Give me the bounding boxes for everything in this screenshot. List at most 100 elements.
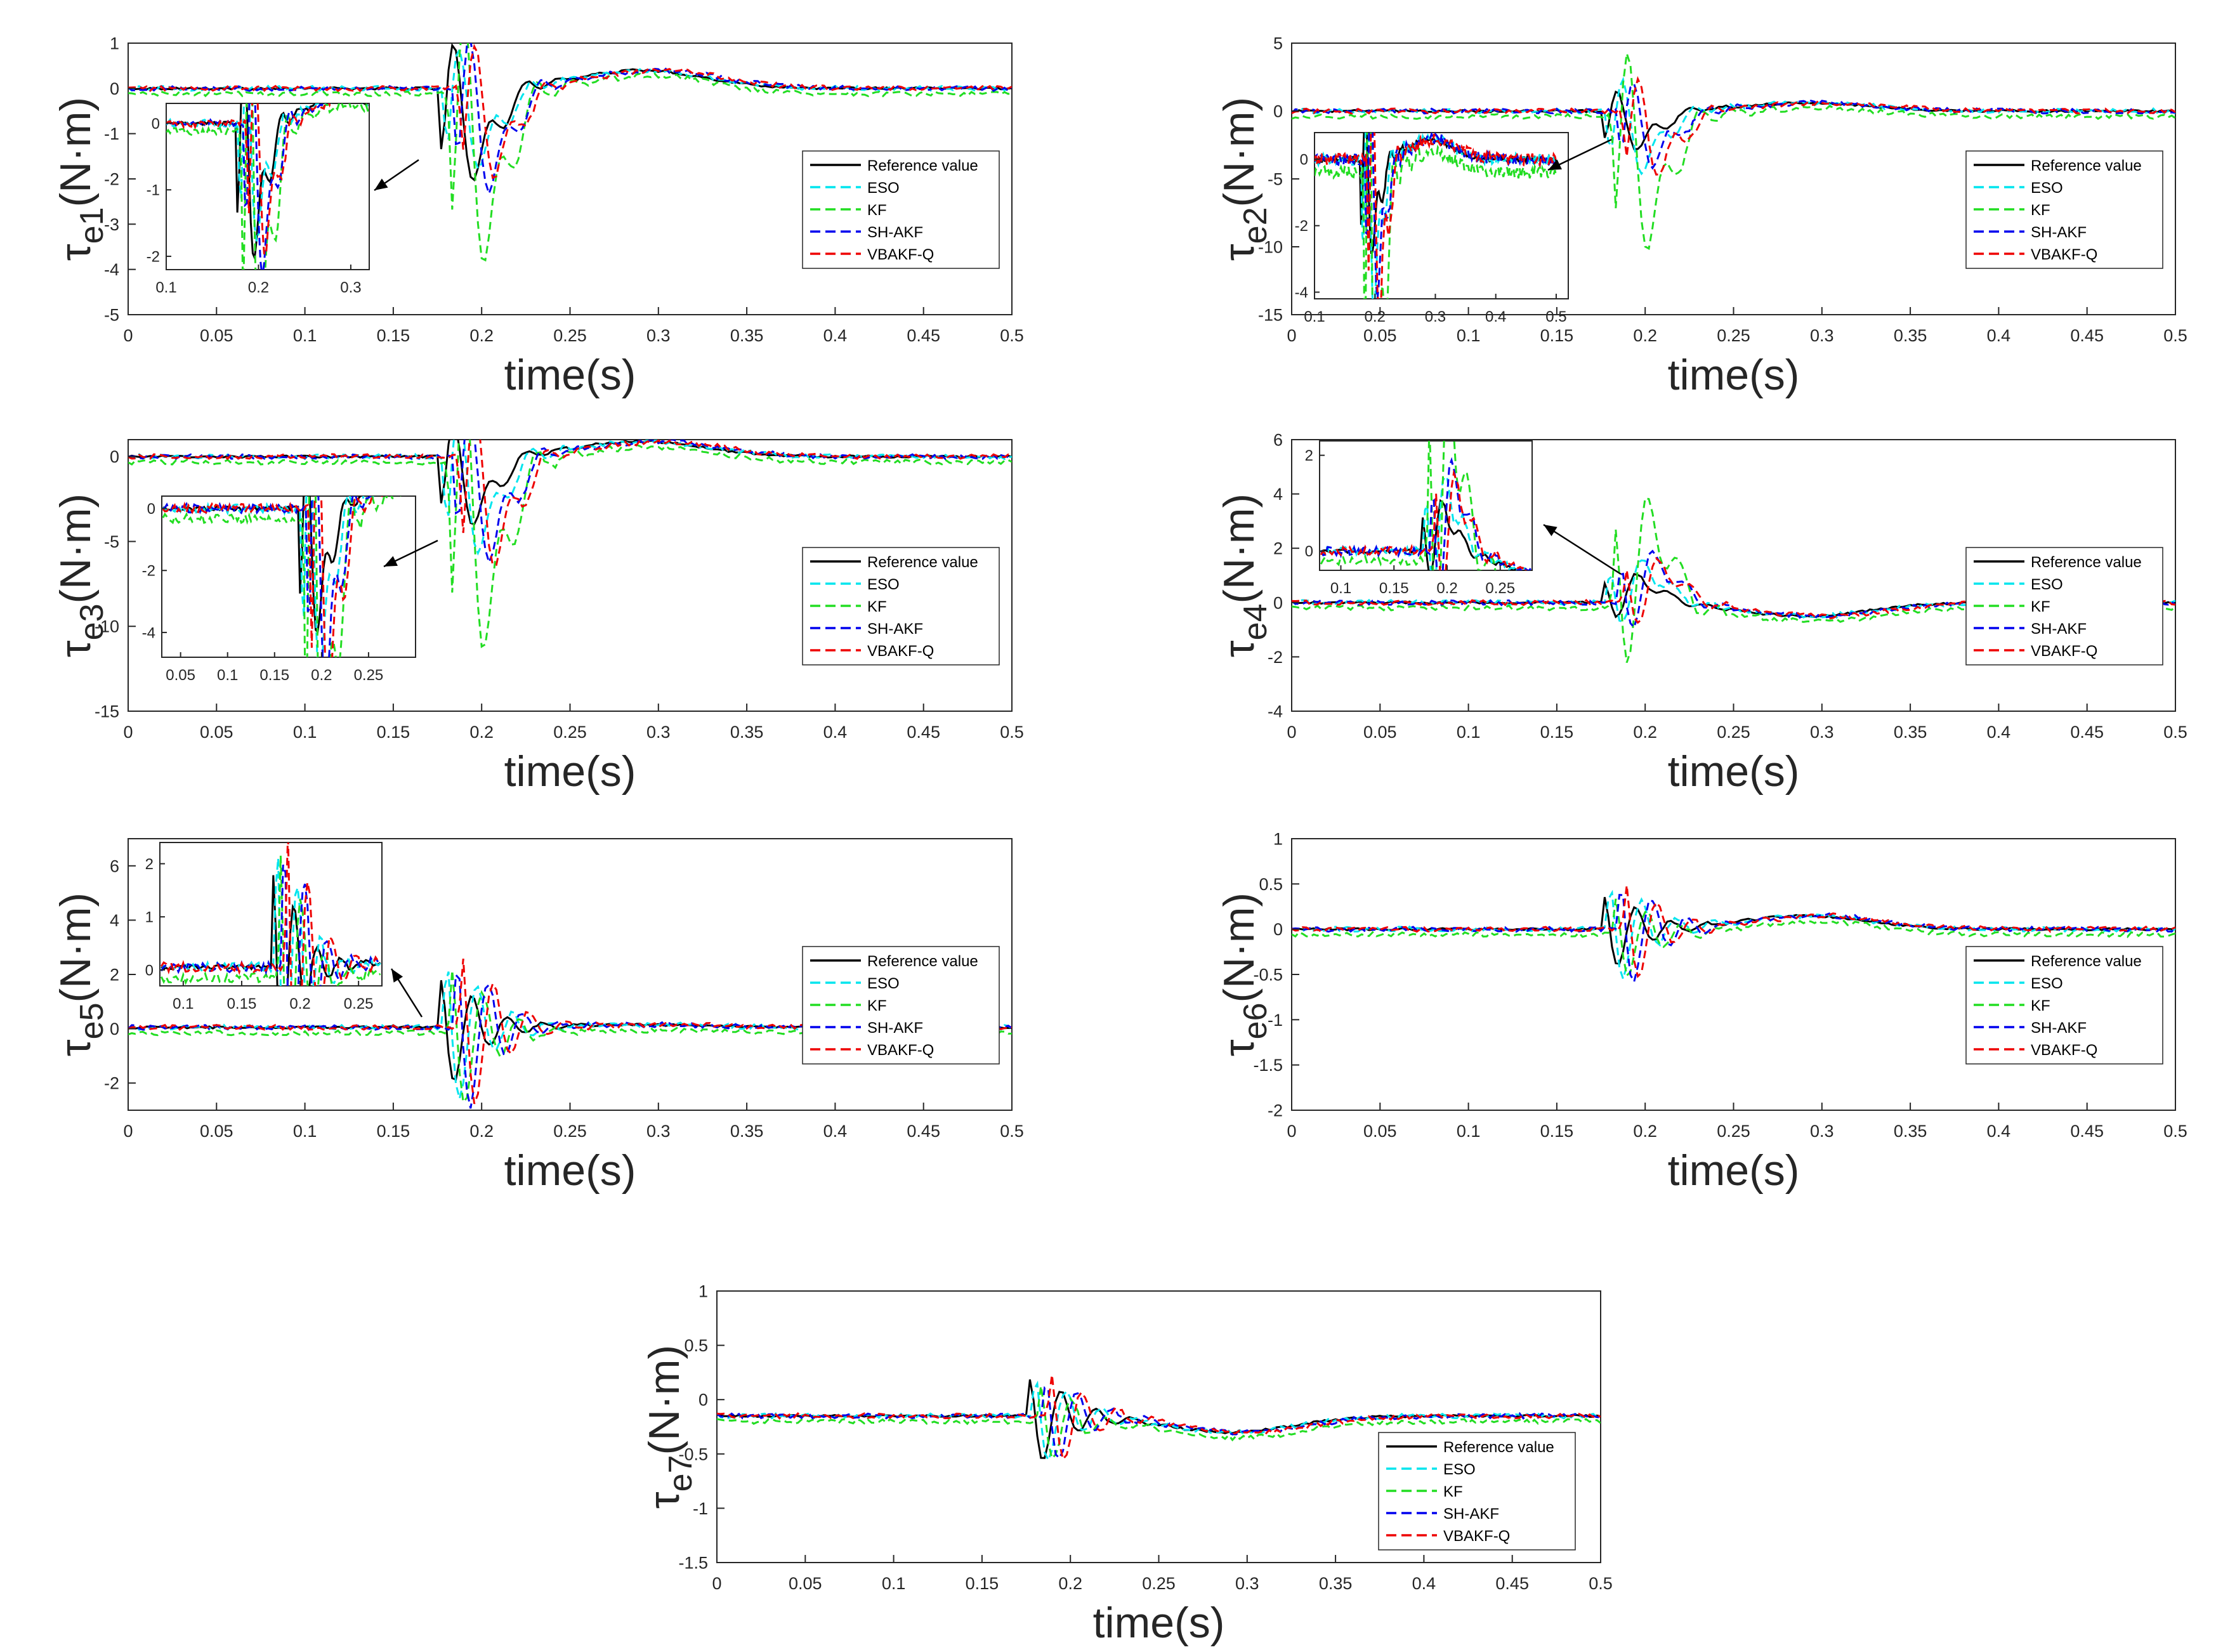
- y-axis-label-subscript: e2: [1237, 207, 1274, 244]
- x-tick-label: 0.4: [823, 326, 848, 345]
- series-line-kf: [1320, 441, 1517, 570]
- x-tick-label: 0.1: [293, 326, 317, 345]
- x-tick-label: 0.25: [553, 1122, 587, 1141]
- y-axis-label: τe1(N·m): [51, 97, 110, 261]
- y-tick-label: 1: [1273, 829, 1283, 848]
- series-line-eso: [1292, 889, 2175, 982]
- x-tick-label: 0.2: [1633, 723, 1657, 742]
- x-axis-label: time(s): [1668, 351, 1800, 399]
- x-tick-label: 0: [1287, 1122, 1296, 1141]
- x-tick-label: 0.1: [882, 1574, 906, 1593]
- x-tick-label: 0.1: [1457, 1122, 1481, 1141]
- x-tick-label: 0: [1287, 723, 1296, 742]
- legend: Reference value ESO KF SH-AKF VBAKF-Q: [1965, 547, 2163, 665]
- y-tick-label: 0: [110, 1019, 119, 1039]
- series-line-sh-akf: [166, 103, 334, 270]
- legend-label-eso: ESO: [1443, 1461, 1476, 1478]
- legend-label-eso: ESO: [867, 975, 900, 992]
- y-tick-label: -1.5: [678, 1553, 708, 1572]
- series-line-sh-akf: [1292, 549, 2175, 630]
- x-tick-label: 0.45: [907, 326, 940, 345]
- y-tick-label: -4: [1295, 284, 1308, 301]
- x-tick-label: 0.2: [311, 667, 332, 684]
- x-tick-label: 0.15: [966, 1574, 999, 1593]
- inset-te1: 0.1 0.2 0.3 0 -1 -2: [147, 103, 419, 296]
- x-tick-label: 0.4: [823, 1122, 848, 1141]
- x-tick-label: 0.1: [173, 995, 193, 1013]
- y-tick-label: 0: [110, 79, 119, 98]
- x-tick-label: 0.05: [1363, 723, 1397, 742]
- x-tick-label: 0.25: [553, 723, 587, 742]
- legend-label-kf: KF: [867, 997, 887, 1014]
- x-tick-label: 0.35: [730, 326, 764, 345]
- x-tick-label: 0.2: [1058, 1574, 1082, 1593]
- x-tick-label: 0.15: [1540, 1122, 1574, 1141]
- y-tick-label: -0.5: [1253, 965, 1283, 984]
- legend-label-sh-akf: SH-AKF: [1443, 1505, 1499, 1523]
- inset-arrow-head: [384, 556, 398, 567]
- x-tick-label: 0.2: [289, 995, 310, 1013]
- y-tick-label: 0: [110, 447, 119, 466]
- y-tick-label: -1.5: [1253, 1056, 1283, 1075]
- x-tick-label: 0.05: [200, 723, 233, 742]
- x-tick-label: 0.2: [1436, 580, 1457, 597]
- y-axis-label-symbol: τ: [51, 244, 100, 261]
- y-axis-label-unit: (N·m): [51, 494, 100, 604]
- x-tick-label: 0.35: [1319, 1574, 1353, 1593]
- x-tick-label: 0.3: [1810, 1122, 1834, 1141]
- y-axis-label: τe3(N·m): [51, 494, 110, 657]
- y-axis-label-subscript: e4: [1237, 603, 1274, 640]
- legend-label-reference-value: Reference value: [2031, 554, 2142, 571]
- chart-te6: 0 0.05 0.1 0.15 0.2 0.25 0.3 0.35 0.4 0.45 0.5 1 0.5…: [1215, 829, 2187, 1195]
- y-tick-label: 0: [1305, 543, 1313, 560]
- y-tick-label: 4: [1273, 485, 1283, 504]
- x-tick-label: 0.3: [646, 1122, 671, 1141]
- x-tick-label: 0.05: [200, 1122, 233, 1141]
- y-tick-label: 0: [1273, 102, 1283, 121]
- y-tick-label: -15: [1258, 305, 1283, 324]
- legend-label-kf: KF: [867, 598, 887, 615]
- y-axis-label-unit: (N·m): [51, 97, 100, 207]
- x-tick-label: 0.15: [259, 667, 289, 684]
- legend-label-sh-akf: SH-AKF: [867, 224, 923, 241]
- x-tick-label: 0.5: [1545, 308, 1566, 325]
- x-tick-label: 0.45: [2070, 723, 2104, 742]
- y-tick-label: -2: [1295, 218, 1308, 235]
- y-tick-label: 0: [152, 115, 160, 133]
- series-line-vbakf-q: [1292, 885, 2175, 978]
- x-tick-label: 0.25: [553, 326, 587, 345]
- series-line-kf: [1315, 133, 1557, 299]
- y-axis-label: τe2(N·m): [1215, 97, 1274, 261]
- x-tick-label: 0.35: [1894, 1122, 1927, 1141]
- y-tick-label: 0: [145, 962, 154, 979]
- y-tick-label: -4: [104, 260, 119, 279]
- x-tick-label: 0.05: [166, 667, 195, 684]
- x-tick-label: 0.5: [2163, 723, 2187, 742]
- x-axis-label: time(s): [504, 747, 636, 796]
- y-axis-label-symbol: τ: [51, 1039, 100, 1056]
- y-tick-label: -1: [693, 1499, 708, 1518]
- y-tick-label: 0: [1273, 593, 1283, 612]
- inset-te2: 0.1 0.2 0.3 0.4 0.5 0 -2 -4: [1295, 132, 1612, 325]
- x-tick-label: 0.05: [1363, 326, 1397, 345]
- legend-label-reference-value: Reference value: [2031, 157, 2142, 174]
- y-tick-label: -1: [104, 124, 119, 143]
- x-tick-label: 0.05: [200, 326, 233, 345]
- inset-arrow-head: [391, 969, 403, 983]
- x-tick-label: 0.25: [1717, 326, 1750, 345]
- y-tick-label: 5: [1273, 34, 1283, 53]
- series-line-eso: [1292, 76, 2175, 176]
- x-tick-label: 0.3: [1425, 308, 1446, 325]
- y-axis-label-unit: (N·m): [51, 893, 100, 1003]
- y-tick-label: 0.5: [1259, 875, 1283, 894]
- series-line-vbakf-q: [166, 103, 338, 258]
- y-tick-label: -2: [1268, 648, 1283, 667]
- x-tick-label: 0.2: [469, 326, 494, 345]
- y-tick-label: 1: [698, 1282, 708, 1301]
- x-tick-label: 0.45: [1495, 1574, 1529, 1593]
- series-line-vbakf-q: [1315, 133, 1557, 299]
- inset-te5: 0.1 0.15 0.2 0.25 2 1 0: [145, 842, 423, 1018]
- y-tick-label: -1: [147, 182, 160, 199]
- y-tick-label: -10: [95, 617, 119, 636]
- legend-label-kf: KF: [1443, 1483, 1463, 1500]
